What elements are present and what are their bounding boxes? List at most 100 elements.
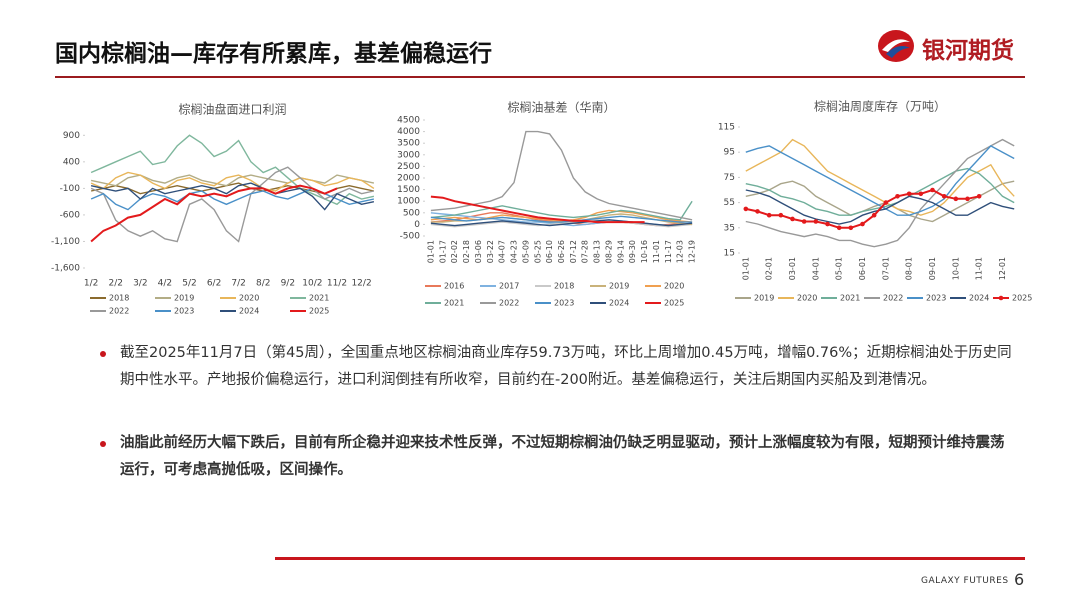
legend-label: 2020	[664, 282, 684, 291]
x-tick-label: 12/2	[351, 279, 371, 289]
y-tick-label: 3000	[397, 150, 420, 160]
legend-label: 2022	[883, 294, 903, 303]
x-tick-label: 1/2	[84, 279, 98, 289]
x-tick-label: 09-30	[628, 240, 637, 263]
x-tick-label: 03-06	[474, 240, 483, 263]
legend-label: 2019	[174, 294, 194, 303]
x-tick-label: 01-01	[426, 240, 435, 263]
legend-label: 2016	[444, 282, 464, 291]
x-tick-label: 10/2	[302, 279, 322, 289]
x-tick-label: 03-01	[788, 257, 797, 280]
x-tick-label: 4/2	[158, 279, 172, 289]
series-line	[90, 187, 375, 211]
chart-title: 棕榈油基差（华南）	[507, 100, 615, 115]
series-line	[90, 174, 375, 187]
x-tick-label: 11/2	[327, 279, 347, 289]
series-line	[745, 145, 1015, 216]
y-tick-label: 4500	[397, 116, 420, 126]
series-line	[430, 219, 693, 228]
point	[895, 194, 900, 199]
bullet: 油脂此前经历大幅下跌后，目前有所企稳并迎来技术性反弹，不过短期棕榈油仍缺乏明显驱…	[100, 430, 1015, 484]
x-tick-label: 9/2	[281, 279, 295, 289]
bullet: 截至2025年11月7日（第45周），全国重点地区棕榈油商业库存59.73万吨，…	[100, 340, 1015, 394]
x-tick-label: 05-25	[533, 240, 542, 263]
point	[930, 187, 935, 193]
point	[976, 194, 982, 199]
legend-label: 2023	[554, 299, 574, 308]
x-tick-label: 02-02	[450, 240, 459, 263]
point	[790, 216, 795, 222]
series-line	[430, 215, 693, 223]
legend-label: 2022	[109, 307, 129, 316]
legend-label: 2019	[754, 294, 774, 303]
series-line	[430, 209, 693, 223]
footer-brand: GALAXY FUTURES	[921, 576, 1009, 586]
page-number: 6	[1014, 570, 1025, 589]
point	[848, 225, 854, 231]
x-tick-label: 01-01	[741, 257, 750, 280]
y-tick-label: -1,100	[51, 237, 80, 247]
x-tick-label: 06-10	[545, 240, 554, 263]
x-tick-label: 11-17	[664, 240, 673, 263]
legend-label: 2025	[1012, 294, 1032, 303]
x-tick-label: 09-01	[928, 257, 937, 280]
x-tick-label: 10-01	[951, 257, 960, 280]
point	[860, 221, 865, 227]
logo-text: 银河期货	[922, 38, 1014, 64]
point	[766, 212, 772, 218]
x-tick-label: 11-01	[652, 240, 661, 263]
y-tick-label: 400	[63, 157, 80, 167]
x-tick-label: 3/2	[133, 279, 147, 289]
series-line	[90, 171, 375, 192]
y-tick-label: 75	[724, 173, 735, 183]
y-tick-label: 2000	[397, 174, 420, 184]
series-line	[430, 130, 693, 221]
x-tick-label: 08-29	[604, 240, 613, 263]
y-tick-label: 0	[414, 220, 420, 230]
header-rule	[55, 76, 1025, 78]
series-line	[90, 182, 375, 211]
x-tick-label: 02-01	[765, 257, 774, 280]
series-line	[430, 195, 645, 224]
point	[906, 191, 912, 197]
point	[801, 219, 807, 224]
x-tick-label: 05-01	[835, 257, 844, 280]
legend-label: 2023	[926, 294, 946, 303]
legend-marker	[998, 295, 1004, 301]
y-tick-label: 35	[724, 223, 735, 233]
x-tick-label: 02-18	[462, 240, 471, 263]
x-tick-label: 12-03	[676, 240, 685, 263]
footer-rule	[275, 557, 1025, 560]
x-tick-label: 07-01	[881, 257, 890, 280]
legend-label: 2025	[309, 307, 329, 316]
series-line	[745, 138, 1015, 216]
x-tick-label: 11-01	[975, 257, 984, 280]
series-line	[90, 184, 338, 243]
y-tick-label: -1,600	[51, 264, 80, 274]
series-line	[745, 138, 1015, 248]
y-tick-label: 1500	[397, 185, 420, 195]
point	[743, 206, 749, 212]
y-tick-label: -600	[60, 210, 81, 220]
legend-label: 2024	[969, 294, 989, 303]
x-tick-label: 5/2	[182, 279, 196, 289]
point	[813, 219, 819, 224]
y-tick-label: 4000	[397, 127, 420, 137]
point	[871, 212, 877, 218]
y-tick-label: -500	[400, 232, 421, 242]
x-tick-label: 05-09	[521, 240, 530, 263]
legend-label: 2020	[797, 294, 817, 303]
x-tick-label: 2/2	[108, 279, 122, 289]
y-tick-label: 500	[403, 208, 420, 218]
chart-title: 棕榈油盘面进口利润	[178, 102, 286, 117]
point	[836, 225, 842, 231]
legend-label: 2021	[309, 294, 329, 303]
logo-mark	[878, 30, 914, 62]
point	[755, 209, 760, 214]
slide-title: 国内棕榈油—库存有所累库，基差偏稳运行	[55, 41, 492, 67]
x-tick-label: 12-19	[688, 240, 697, 263]
y-tick-label: 55	[724, 198, 735, 208]
x-tick-label: 09-14	[616, 240, 625, 263]
legend-label: 2021	[444, 299, 464, 308]
x-tick-label: 10-16	[640, 240, 649, 263]
